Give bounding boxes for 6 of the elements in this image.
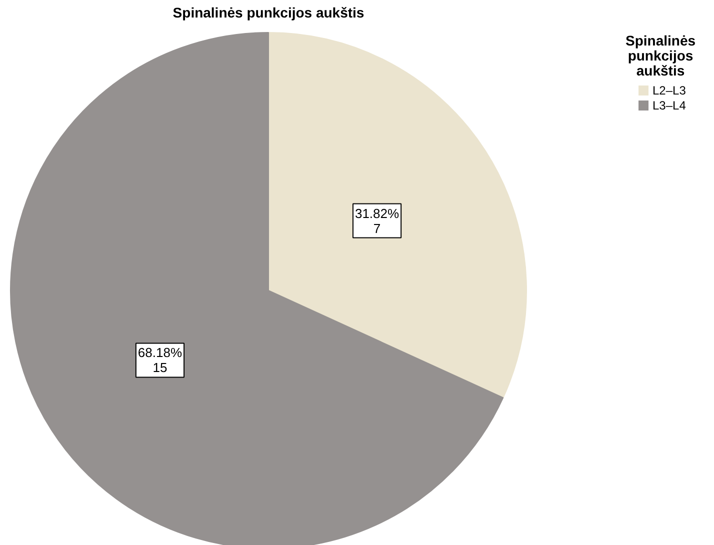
data-label: 68.18% 15	[138, 345, 182, 376]
legend-label: L3–L4	[652, 98, 686, 112]
legend-label: L2–L3	[652, 84, 686, 98]
legend-title: Spinalinės punkcijos aukštis	[625, 32, 696, 78]
chart-title: Spinalinės punkcijos aukštis	[172, 4, 364, 20]
data-label: 31.82% 7	[354, 206, 400, 236]
